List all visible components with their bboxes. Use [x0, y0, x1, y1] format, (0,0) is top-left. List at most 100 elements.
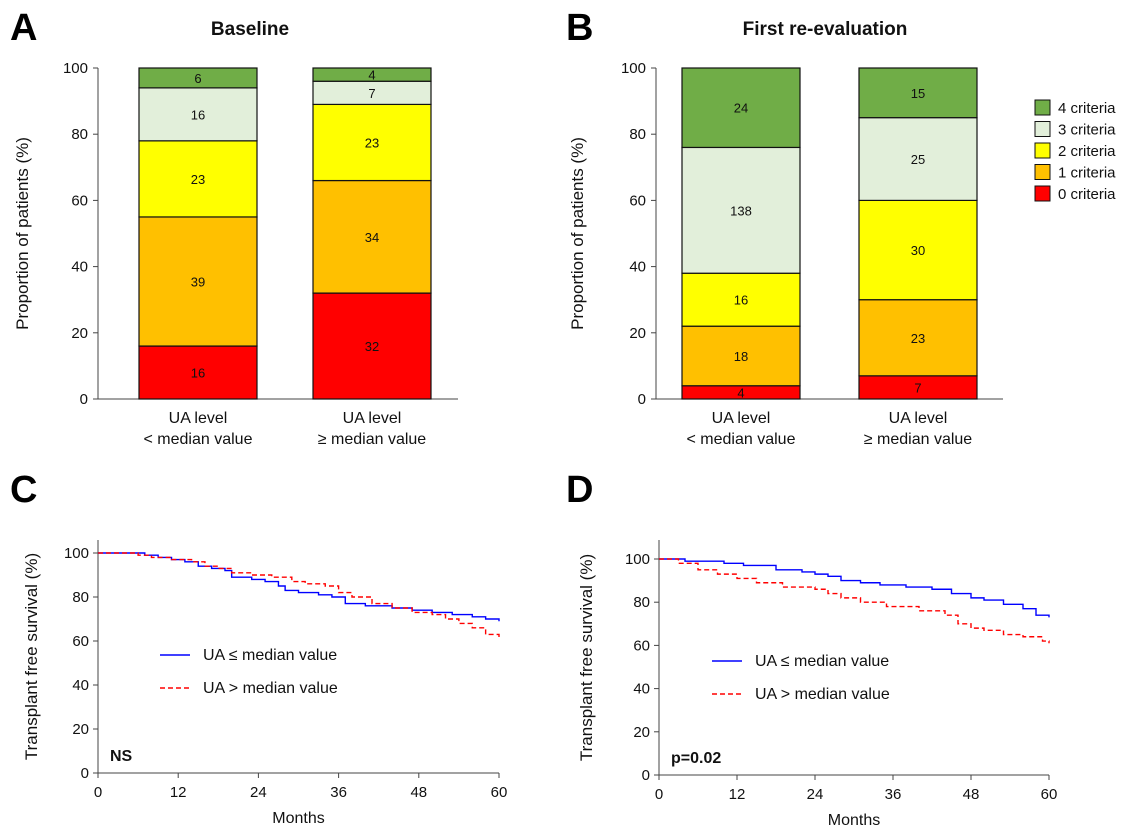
- x-category-label: UA level: [343, 410, 402, 427]
- legend-label: 1 criteria: [1058, 165, 1116, 182]
- bar-value-label: 30: [911, 243, 925, 258]
- panel-letter-a: A: [10, 7, 37, 49]
- x-tick-label: 12: [729, 786, 746, 803]
- legend-swatch: [1034, 121, 1051, 137]
- x-category-label: ≥ median value: [864, 431, 973, 448]
- panel-letters: A B C D: [10, 7, 593, 511]
- bar-segment: [681, 146, 801, 274]
- bar-value-label: 23: [191, 172, 205, 187]
- bar-segment: [138, 216, 258, 347]
- survival-curve-above-median: [659, 558, 1050, 644]
- statistical-annotation: p=0.02: [671, 750, 721, 767]
- y-tick-label: 40: [633, 681, 650, 698]
- y-tick-label: 80: [72, 589, 89, 606]
- x-category-label: UA level: [169, 410, 228, 427]
- bar-segment: [138, 67, 258, 89]
- bar-value-label: 6: [194, 71, 201, 86]
- x-axis-label: Months: [828, 812, 880, 829]
- bar-value-label: 16: [191, 107, 205, 122]
- y-tick-label: 80: [633, 594, 650, 611]
- bar-segment: [681, 272, 801, 327]
- y-axis-label: Proportion of patients (%): [568, 137, 587, 330]
- panel-d-survival-chart: 0 20 40 60 80 100 0 12 24 36 48 60 Months Transplant …: [577, 540, 1057, 829]
- y-tick-label: 100: [63, 60, 88, 77]
- x-category-label: ≥ median value: [318, 431, 427, 448]
- survival-curve-above-median: [98, 552, 500, 639]
- panel-letter-c: C: [10, 469, 37, 511]
- y-axis-label: Transplant free survival (%): [577, 554, 596, 761]
- bar-value-label: 7: [914, 380, 921, 395]
- y-tick-label: 40: [71, 259, 88, 276]
- y-tick-label: 60: [633, 637, 650, 654]
- bar-value-label: 23: [365, 135, 379, 150]
- y-axis-label: Transplant free survival (%): [22, 553, 41, 760]
- legend-label: UA ≤ median value: [755, 653, 889, 670]
- x-tick-label: 0: [655, 786, 663, 803]
- y-tick-label: 40: [629, 259, 646, 276]
- bar-value-label: 7: [368, 86, 375, 101]
- bar-segment: [858, 117, 978, 202]
- chart-title: Baseline: [211, 19, 289, 40]
- legend-label: 0 criteria: [1058, 186, 1116, 203]
- y-tick-label: 80: [71, 126, 88, 143]
- legend-label: UA > median value: [203, 680, 338, 697]
- x-tick-label: 36: [330, 784, 347, 801]
- y-tick-label: 80: [629, 126, 646, 143]
- y-tick-label: 100: [64, 545, 89, 562]
- statistical-annotation: NS: [110, 748, 133, 765]
- bar-value-label: 16: [734, 293, 748, 308]
- panel-c-survival-chart: 0 20 40 60 80 100 0 12 24 36 48 60 Months Transplant …: [22, 540, 507, 827]
- x-category-label: < median value: [144, 431, 253, 448]
- bar-value-label: 138: [730, 203, 752, 218]
- bar-segment: [312, 292, 432, 400]
- panel-b-first-reevaluation-chart: First re-evaluation 0 20 40 60 80 100 Proportio…: [568, 19, 1116, 448]
- bar-segment: [858, 67, 978, 119]
- bar-segment: [312, 67, 432, 82]
- legend-swatch: [1034, 164, 1051, 180]
- y-tick-label: 20: [72, 721, 89, 738]
- bar-value-label: 16: [191, 366, 205, 381]
- bar-value-label: 32: [365, 339, 379, 354]
- x-tick-label: 24: [807, 786, 824, 803]
- panel-letter-d: D: [566, 469, 593, 511]
- chart-title: First re-evaluation: [743, 19, 908, 40]
- x-tick-label: 36: [885, 786, 902, 803]
- legend-label: 3 criteria: [1058, 122, 1116, 139]
- bar-segment: [858, 199, 978, 301]
- panel-a-baseline-chart: Baseline 0 20 40 60 80 100 Proportion of patien…: [13, 19, 458, 448]
- legend-label: UA > median value: [755, 686, 890, 703]
- x-category-label: UA level: [889, 410, 948, 427]
- survival-curve-below-median: [659, 558, 1050, 618]
- bar-value-label: 4: [737, 385, 744, 400]
- y-tick-label: 0: [81, 765, 89, 782]
- y-tick-label: 0: [642, 767, 650, 784]
- bar-value-label: 23: [911, 331, 925, 346]
- x-category-label: < median value: [687, 431, 796, 448]
- y-tick-label: 100: [621, 60, 646, 77]
- y-tick-label: 100: [625, 551, 650, 568]
- y-tick-label: 20: [633, 724, 650, 741]
- y-tick-label: 0: [80, 391, 88, 408]
- y-tick-label: 40: [72, 677, 89, 694]
- bar-value-label: 25: [911, 152, 925, 167]
- bar-segment: [138, 87, 258, 142]
- y-tick-label: 0: [638, 391, 646, 408]
- legend-label: UA ≤ median value: [203, 647, 337, 664]
- bar-value-label: 15: [911, 86, 925, 101]
- bar-value-label: 34: [365, 230, 379, 245]
- bar-segment: [138, 345, 258, 400]
- legend-label: 4 criteria: [1058, 100, 1116, 117]
- x-tick-label: 48: [410, 784, 427, 801]
- bar-value-label: 24: [734, 101, 748, 116]
- x-category-label: UA level: [712, 410, 771, 427]
- y-axis-label: Proportion of patients (%): [13, 137, 32, 330]
- survival-curve-below-median: [98, 552, 500, 622]
- x-tick-label: 12: [170, 784, 187, 801]
- x-tick-label: 60: [1041, 786, 1058, 803]
- x-tick-label: 60: [491, 784, 508, 801]
- y-tick-label: 60: [72, 633, 89, 650]
- bar-segment: [138, 140, 258, 218]
- bar-segment: [681, 67, 801, 149]
- bar-value-label: 18: [734, 349, 748, 364]
